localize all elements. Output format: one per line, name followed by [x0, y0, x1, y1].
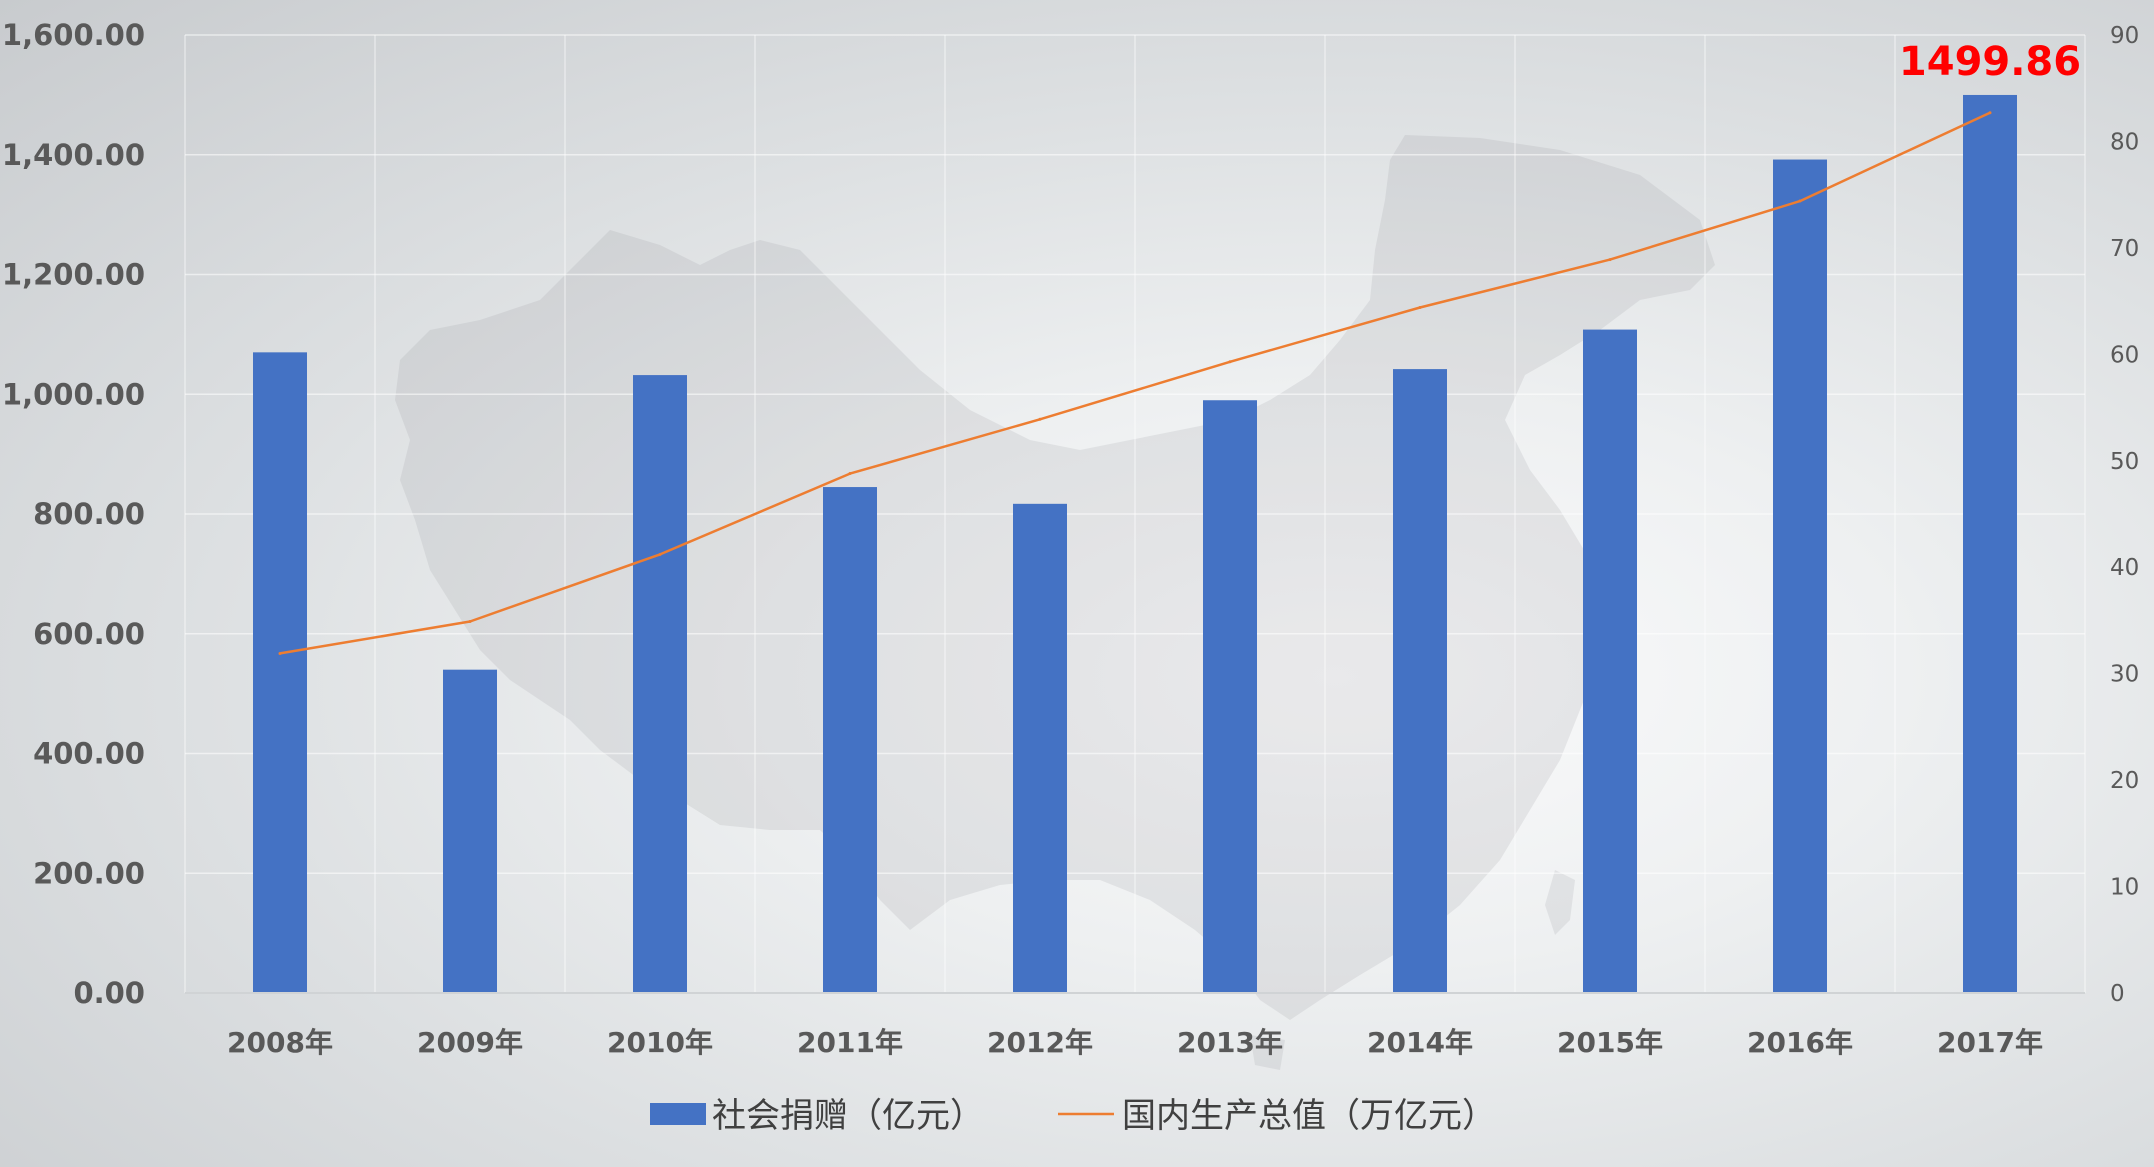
line-point	[278, 651, 282, 655]
x-tick-label: 2013年	[1177, 1026, 1283, 1059]
y-left-tick-label: 400.00	[33, 737, 145, 771]
y-right-tick-label: 40	[2110, 555, 2139, 581]
line-point	[1798, 199, 1802, 203]
x-tick-label: 2017年	[1937, 1026, 2043, 1059]
bar	[1393, 369, 1447, 993]
y-left-tick-label: 200.00	[33, 856, 145, 890]
line-point	[848, 472, 852, 476]
x-tick-label: 2014年	[1367, 1026, 1473, 1059]
y-right-tick-label: 80	[2110, 129, 2139, 155]
bar	[1203, 400, 1257, 993]
legend: 社会捐赠（亿元） 国内生产总值（万亿元）	[650, 1096, 1496, 1136]
y-left-tick-label: 800.00	[33, 497, 145, 531]
line-point	[1228, 360, 1232, 364]
line-path	[279, 111, 1991, 655]
y-left-tick-label: 0.00	[73, 976, 145, 1010]
y-right-tick-label: 30	[2110, 662, 2139, 688]
y-left-tick-label: 1,200.00	[2, 258, 145, 292]
y-right-tick-label: 20	[2110, 768, 2139, 794]
y-right-tick-label: 90	[2110, 23, 2139, 49]
background-map-island-south	[1250, 1035, 1285, 1070]
bar	[1583, 329, 1637, 994]
line-point	[1608, 258, 1612, 262]
bar	[253, 352, 307, 993]
x-tick-label: 2016年	[1747, 1026, 1853, 1059]
x-tick-label: 2008年	[227, 1026, 333, 1059]
bar	[1013, 503, 1067, 993]
y-right-tick-label: 0	[2110, 981, 2125, 1007]
bar-series	[253, 94, 2017, 994]
gridlines	[184, 34, 2086, 994]
y-left-tick-label: 600.00	[33, 617, 145, 651]
x-tick-label: 2011年	[797, 1026, 903, 1059]
data-label: 1499.86	[1899, 39, 2081, 85]
y-left-tick-label: 1,000.00	[2, 377, 145, 411]
y-right-tick-label: 10	[2110, 875, 2139, 901]
bar	[443, 669, 497, 993]
line-point	[1038, 417, 1042, 421]
x-tick-label: 2010年	[607, 1026, 713, 1059]
line-point	[1988, 111, 1992, 115]
x-tick-label: 2009年	[417, 1026, 523, 1059]
x-tick-label: 2015年	[1557, 1026, 1663, 1059]
legend-label-bar: 社会捐赠（亿元）	[712, 1096, 984, 1136]
line-series	[278, 111, 1992, 655]
y-left-tick-label: 1,600.00	[2, 18, 145, 52]
y-left-tick-label: 1,400.00	[2, 138, 145, 172]
y-right-tick-label: 60	[2110, 342, 2139, 368]
bar	[823, 487, 877, 993]
y-right-tick-label: 50	[2110, 449, 2139, 475]
line-point	[1418, 305, 1422, 309]
x-tick-label: 2012年	[987, 1026, 1093, 1059]
background-map-island	[1545, 870, 1575, 935]
bar	[633, 375, 687, 994]
y-right-tick-label: 70	[2110, 236, 2139, 262]
axes: 0.00 200.00 400.00 600.00 800.00 1,000.00 1,20…	[2, 18, 2139, 1059]
bar	[1773, 159, 1827, 994]
legend-label-line: 国内生产总值（万亿元）	[1122, 1096, 1496, 1136]
line-point	[468, 620, 472, 624]
legend-swatch-bar	[650, 1103, 706, 1125]
line-point	[658, 552, 662, 556]
bar	[1963, 94, 2017, 994]
